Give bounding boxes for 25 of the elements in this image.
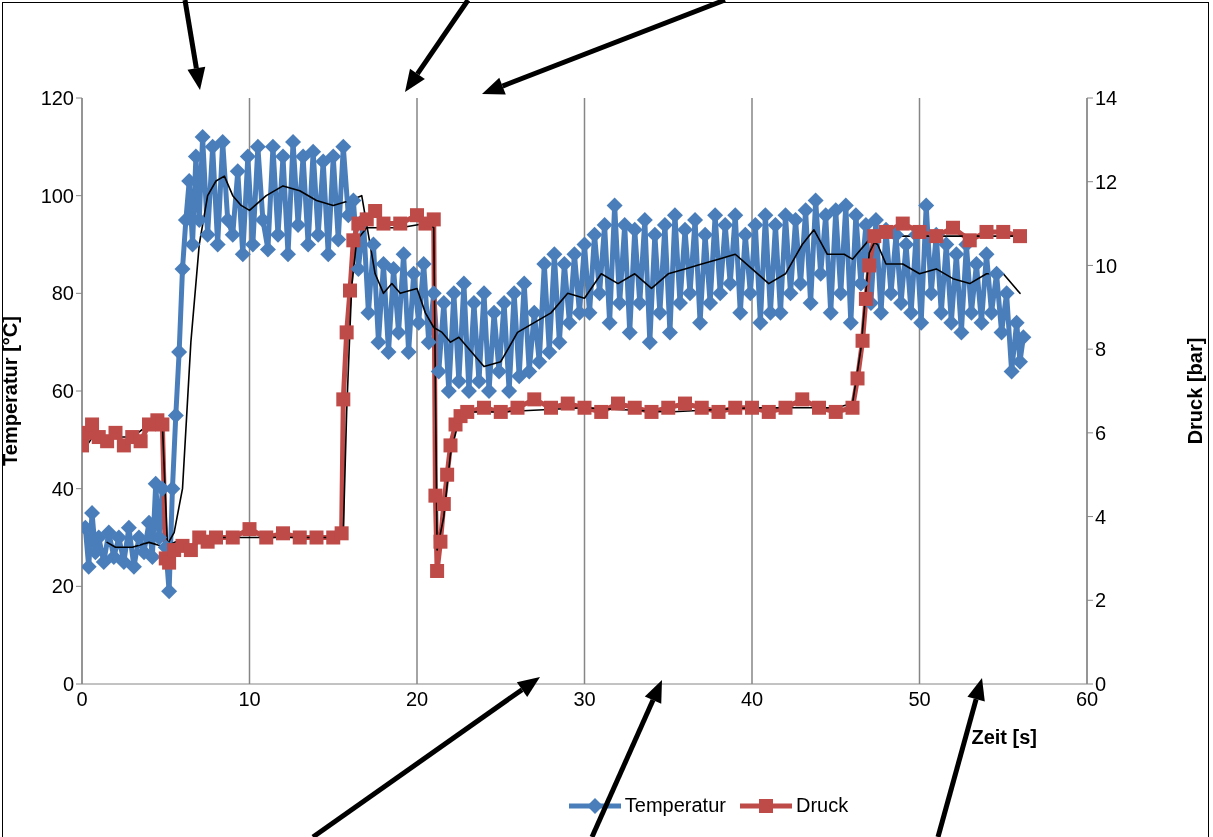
y2-tick-label: 10 [1095,254,1118,277]
y-tick-label: 40 [51,477,74,500]
x-axis-title: Zeit [s] [971,726,1037,748]
y-tick-label: 100 [40,184,74,207]
y2-axis-title: Druck [bar] [1184,337,1207,445]
x-tick-label: 0 [76,688,88,711]
x-tick-label: 40 [740,688,764,711]
y2-tick-label: 12 [1095,170,1118,193]
y2-tick-label: 8 [1095,338,1107,361]
legend-label: Temperatur [624,794,726,817]
y-tick-label: 120 [40,87,74,110]
x-tick-label: 30 [573,688,596,711]
legend-label: Druck [795,794,849,817]
y2-tick-label: 4 [1095,505,1107,528]
y-tick-label: 80 [51,282,74,305]
y-tick-label: 20 [51,575,74,598]
x-tick-label: 10 [238,688,261,711]
y-tick-label: 0 [62,673,74,696]
y-axis-title: Temperatur [°C] [0,316,22,466]
y-tick-label: 60 [51,380,74,403]
x-tick-label: 50 [908,688,931,711]
x-tick-label: 20 [405,688,429,711]
y2-tick-label: 6 [1095,421,1107,444]
y2-tick-label: 2 [1095,589,1107,612]
y2-tick-label: 14 [1095,87,1118,110]
